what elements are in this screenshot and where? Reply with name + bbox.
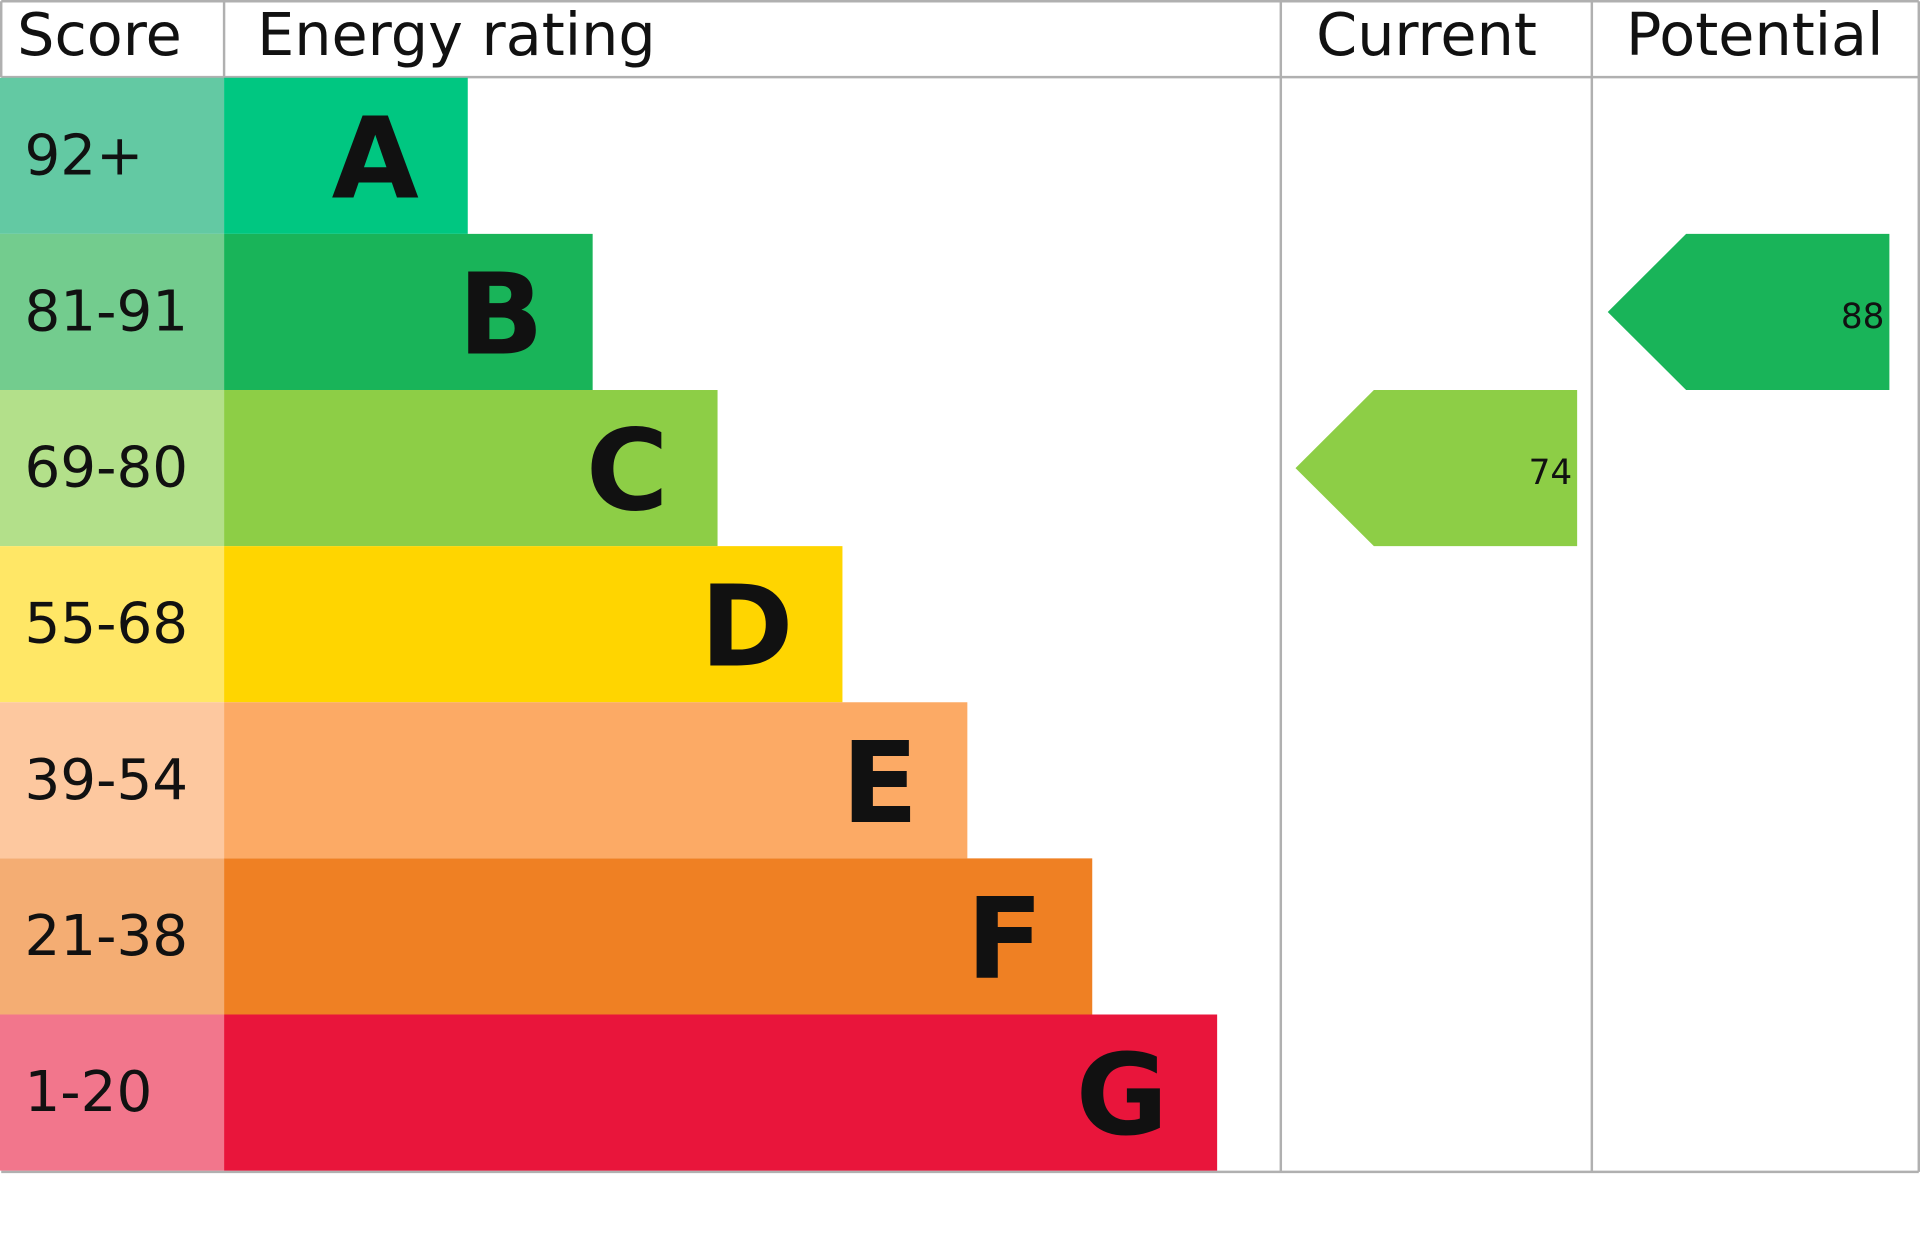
score-cell <box>0 233 225 391</box>
rating-bar <box>224 702 968 859</box>
rating-bar <box>224 233 593 391</box>
header-score: Score <box>17 0 182 69</box>
header-current: Current <box>1316 0 1537 69</box>
score-cell <box>0 1014 225 1171</box>
rating-letter: D <box>700 561 794 693</box>
rating-letter: C <box>586 405 669 537</box>
score-range: 1-20 <box>24 1060 152 1125</box>
current-arrow <box>1295 390 1578 547</box>
score-cell <box>0 702 225 859</box>
rating-bar <box>224 1014 1218 1171</box>
score-cell <box>0 546 225 703</box>
score-range: 92+ <box>24 123 143 188</box>
score-range: 55-68 <box>24 592 188 657</box>
potential-arrow <box>1607 233 1890 391</box>
potential-value: 88 <box>1841 297 1885 337</box>
frame <box>0 0 1920 1174</box>
rating-bar <box>224 77 468 234</box>
score-cell <box>0 390 225 547</box>
rating-bar <box>224 546 843 703</box>
rating-bar <box>224 390 718 547</box>
score-range: 39-54 <box>24 748 188 813</box>
rating-letter: B <box>458 248 544 380</box>
rating-letter: A <box>332 92 419 224</box>
rating-letter: F <box>966 873 1043 1005</box>
rating-letter: E <box>841 717 918 849</box>
header-potential: Potential <box>1626 0 1883 69</box>
rating-letter: G <box>1076 1029 1168 1161</box>
score-range: 69-80 <box>24 436 188 501</box>
header-rating: Energy rating <box>257 0 656 69</box>
score-cell <box>0 77 225 234</box>
score-range: 21-38 <box>24 904 188 969</box>
score-range: 81-91 <box>24 279 188 344</box>
current-value: 74 <box>1529 453 1573 493</box>
score-cell <box>0 858 225 1015</box>
rating-bar <box>224 858 1093 1015</box>
